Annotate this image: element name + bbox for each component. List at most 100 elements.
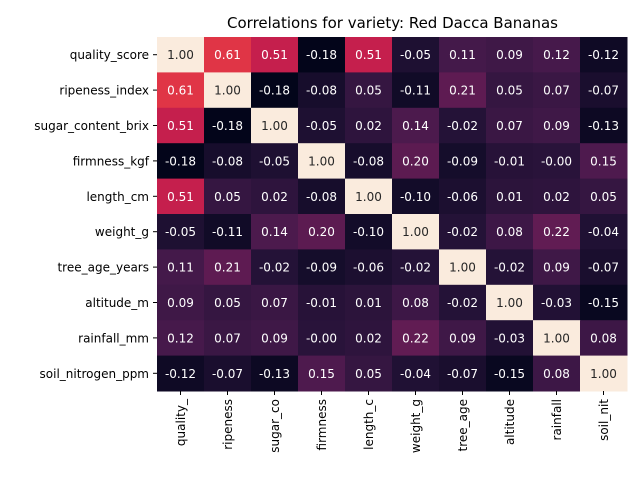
heatmap-cell-8-0 <box>157 320 205 357</box>
cell-value-3-4: -0.08 <box>353 154 384 168</box>
heatmap-cell-9-5 <box>392 355 440 392</box>
cell-value-8-8: 1.00 <box>543 331 570 345</box>
cell-value-4-6: -0.06 <box>447 190 478 204</box>
heatmap-cell-2-7 <box>486 107 534 144</box>
cell-value-7-7: 1.00 <box>496 296 523 310</box>
cell-value-2-3: -0.05 <box>306 119 337 133</box>
cell-value-9-6: -0.07 <box>447 367 478 381</box>
heatmap-cell-6-1 <box>204 249 252 286</box>
heatmap-cell-1-3 <box>298 72 346 109</box>
cell-value-6-6: 1.00 <box>449 261 476 275</box>
cell-value-9-4: 0.05 <box>355 367 382 381</box>
cell-value-8-6: 0.09 <box>449 331 476 345</box>
cell-value-8-1: 0.07 <box>214 331 241 345</box>
cell-value-8-4: 0.02 <box>355 331 382 345</box>
cell-value-5-3: 0.20 <box>308 225 335 239</box>
cell-value-6-8: 0.09 <box>543 261 570 275</box>
heatmap-cell-8-2 <box>251 320 299 357</box>
y-tick-label-4: length_cm <box>86 190 149 204</box>
cell-value-4-1: 0.05 <box>214 190 241 204</box>
cell-value-4-5: -0.10 <box>400 190 431 204</box>
heatmap-cell-2-2 <box>251 107 299 144</box>
heatmap-cell-8-8 <box>533 320 581 357</box>
cell-value-7-4: 0.01 <box>355 296 382 310</box>
cell-value-6-9: -0.07 <box>588 261 619 275</box>
cell-value-6-2: -0.02 <box>259 261 290 275</box>
heatmap-cell-7-8 <box>533 284 581 321</box>
heatmap-cell-6-8 <box>533 249 581 286</box>
heatmap-cell-1-8 <box>533 72 581 109</box>
cell-value-4-8: 0.02 <box>543 190 570 204</box>
cell-value-6-0: 0.11 <box>167 261 194 275</box>
cell-value-0-8: 0.12 <box>543 48 570 62</box>
heatmap-cell-0-0 <box>157 37 205 73</box>
cell-value-4-4: 1.00 <box>355 190 382 204</box>
cell-value-5-0: -0.05 <box>165 225 196 239</box>
cell-value-3-9: 0.15 <box>590 154 617 168</box>
heatmap-cell-6-7 <box>486 249 534 286</box>
cell-value-9-3: 0.15 <box>308 367 335 381</box>
cell-value-9-5: -0.04 <box>400 367 431 381</box>
cell-value-7-1: 0.05 <box>214 296 241 310</box>
cell-value-5-5: 1.00 <box>402 225 429 239</box>
cell-value-0-2: 0.51 <box>261 48 288 62</box>
heatmap-cell-9-6 <box>439 355 487 392</box>
heatmap-cell-1-2 <box>251 72 299 109</box>
heatmap-cell-7-6 <box>439 284 487 321</box>
cell-value-3-3: 1.00 <box>308 154 335 168</box>
heatmap-cell-9-2 <box>251 355 299 392</box>
cell-value-1-8: 0.07 <box>543 84 570 98</box>
x-tick-label-7: altitude <box>503 399 517 445</box>
cell-value-9-1: -0.07 <box>212 367 243 381</box>
heatmap-cell-0-3 <box>298 37 346 73</box>
cell-value-0-0: 1.00 <box>167 48 194 62</box>
heatmap-cell-7-7 <box>486 284 534 321</box>
heatmap-cell-9-7 <box>486 355 534 392</box>
cell-value-1-0: 0.61 <box>167 84 194 98</box>
x-tick-label-5: weight_g <box>409 399 423 453</box>
y-tick-label-8: rainfall_mm <box>78 331 149 345</box>
cell-value-8-5: 0.22 <box>402 331 429 345</box>
cell-value-2-8: 0.09 <box>543 119 570 133</box>
cell-value-3-1: -0.08 <box>212 154 243 168</box>
heatmap-cell-9-9 <box>580 355 628 392</box>
cell-value-7-9: -0.15 <box>588 296 619 310</box>
cell-value-5-8: 0.22 <box>543 225 570 239</box>
heatmap-cell-1-1 <box>204 72 252 109</box>
x-tick-label-6: tree_age <box>456 399 470 452</box>
heatmap-cell-3-4 <box>345 143 393 180</box>
heatmap-cell-4-9 <box>580 178 628 215</box>
cell-value-3-5: 0.20 <box>402 154 429 168</box>
heatmap-cell-1-9 <box>580 72 628 109</box>
heatmap-cell-6-6 <box>439 249 487 286</box>
heatmap-cell-3-1 <box>204 143 252 180</box>
heatmap-cell-5-4 <box>345 214 393 250</box>
cell-value-2-6: -0.02 <box>447 119 478 133</box>
heatmap-cell-4-2 <box>251 178 299 215</box>
heatmap-cell-4-5 <box>392 178 440 215</box>
cell-value-0-5: -0.05 <box>400 48 431 62</box>
cell-value-5-2: 0.14 <box>261 225 288 239</box>
heatmap-cell-4-8 <box>533 178 581 215</box>
heatmap-cell-3-9 <box>580 143 628 180</box>
cell-value-7-8: -0.03 <box>541 296 572 310</box>
cell-value-2-1: -0.18 <box>212 119 243 133</box>
heatmap-cell-3-6 <box>439 143 487 180</box>
heatmap-cell-1-6 <box>439 72 487 109</box>
heatmap-cell-3-5 <box>392 143 440 180</box>
heatmap-cell-2-9 <box>580 107 628 144</box>
cell-value-1-7: 0.05 <box>496 84 523 98</box>
heatmap-cell-2-5 <box>392 107 440 144</box>
cell-value-3-6: -0.09 <box>447 154 478 168</box>
x-tick-label-3: firmness <box>315 399 329 450</box>
cell-value-3-0: -0.18 <box>165 154 196 168</box>
y-tick-label-3: firmness_kgf <box>73 154 150 168</box>
heatmap-cell-7-9 <box>580 284 628 321</box>
heatmap-cell-9-3 <box>298 355 346 392</box>
heatmap-cell-2-1 <box>204 107 252 144</box>
x-tick-label-8: rainfall <box>550 399 564 440</box>
cell-value-9-9: 1.00 <box>590 367 617 381</box>
heatmap-cell-8-7 <box>486 320 534 357</box>
cell-value-2-7: 0.07 <box>496 119 523 133</box>
cell-value-5-6: -0.02 <box>447 225 478 239</box>
